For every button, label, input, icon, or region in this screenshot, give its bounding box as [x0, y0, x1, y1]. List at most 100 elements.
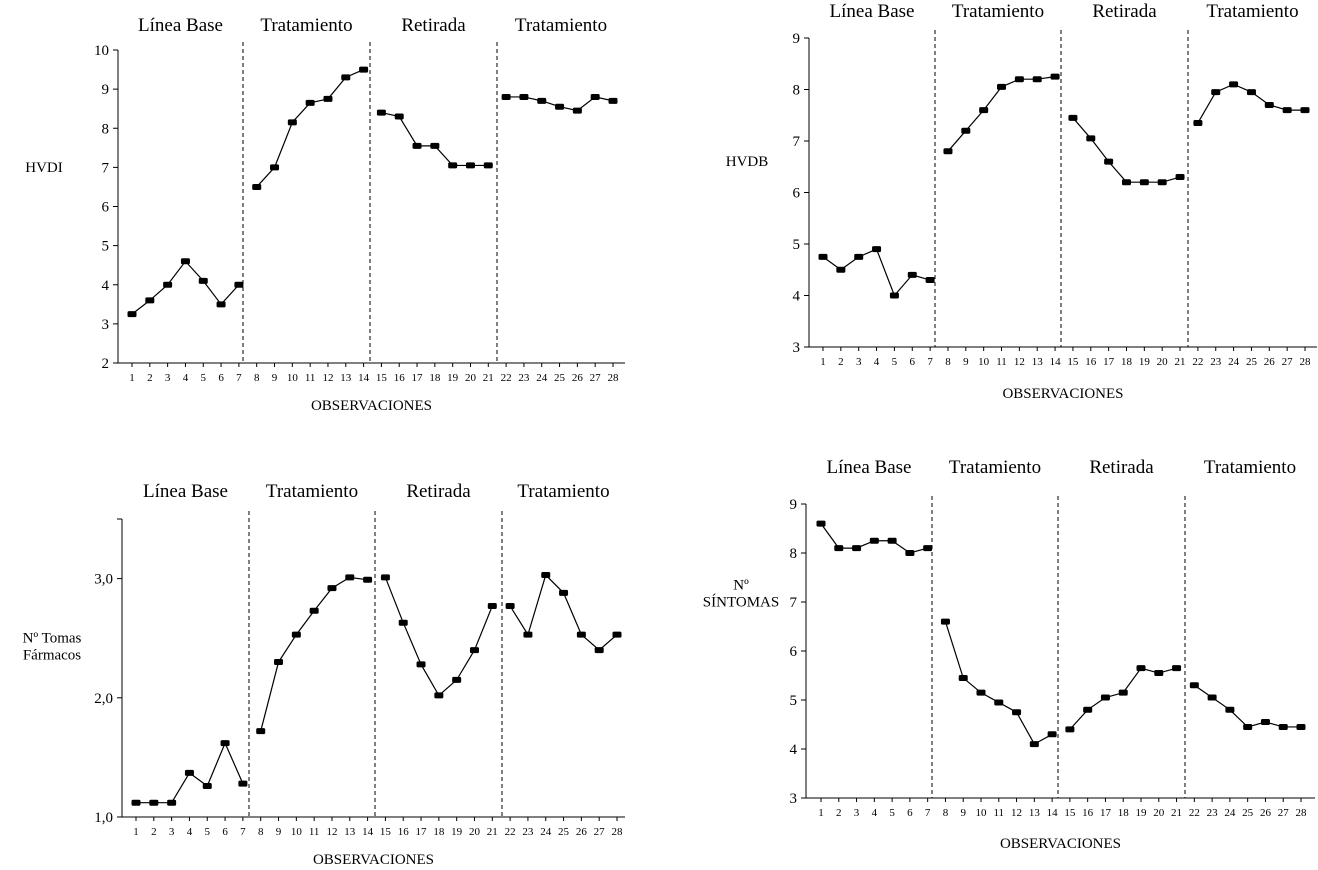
data-point [852, 545, 862, 552]
x-tick-label: 5 [205, 826, 211, 838]
x-tick-label: 7 [240, 826, 246, 838]
phase-label: Retirada [1089, 457, 1154, 478]
x-tick-label: 12 [1011, 807, 1022, 819]
series-line-phase-3 [381, 112, 489, 167]
data-point [872, 246, 882, 253]
data-point [430, 142, 440, 149]
data-point [341, 74, 351, 81]
y-tick-label: 5 [790, 693, 798, 709]
data-point [519, 93, 529, 100]
series-line-phase-3 [1069, 667, 1177, 730]
y-axis-title: HVDI [25, 160, 63, 176]
data-point [305, 99, 315, 106]
data-point [1104, 158, 1114, 165]
x-tick-label: 3 [856, 356, 862, 368]
x-axis-title: OBSERVACIONES [1000, 836, 1121, 852]
y-tick-label: 6 [793, 186, 801, 202]
data-point [559, 589, 569, 596]
data-point [1211, 89, 1221, 96]
data-point [907, 271, 917, 278]
x-tick-label: 18 [1118, 807, 1130, 819]
x-tick-label: 26 [1264, 356, 1276, 368]
x-tick-label: 15 [380, 826, 392, 838]
data-point [816, 520, 826, 527]
x-tick-label: 24 [1224, 807, 1236, 819]
x-tick-label: 6 [910, 356, 916, 368]
x-tick-label: 21 [487, 826, 498, 838]
data-point [1300, 107, 1310, 114]
x-tick-label: 20 [1157, 356, 1169, 368]
y-tick-label: 8 [793, 83, 801, 99]
data-point [555, 103, 565, 110]
x-tick-label: 10 [291, 826, 303, 838]
data-point [145, 297, 155, 304]
x-tick-label: 8 [943, 807, 949, 819]
x-tick-label: 23 [1210, 356, 1222, 368]
x-tick-label: 7 [236, 372, 242, 384]
data-point [923, 545, 933, 552]
data-point [501, 93, 511, 100]
data-point [469, 647, 479, 654]
data-point [163, 281, 173, 288]
data-point [1172, 665, 1182, 672]
data-point [359, 66, 369, 73]
data-point [572, 107, 582, 114]
x-tick-label: 8 [254, 372, 260, 384]
x-axis-title: OBSERVACIONES [311, 398, 432, 414]
x-tick-label: 6 [222, 826, 228, 838]
data-point [1083, 706, 1093, 713]
x-tick-label: 25 [558, 826, 570, 838]
x-tick-label: 5 [892, 356, 898, 368]
data-point [887, 537, 897, 544]
data-point [961, 127, 971, 134]
y-tick-label: 8 [102, 121, 110, 137]
data-point [1136, 665, 1146, 672]
x-tick-label: 21 [483, 372, 494, 384]
data-point [394, 113, 404, 120]
x-tick-label: 25 [1246, 356, 1258, 368]
data-point [345, 574, 355, 581]
y-tick-label: 4 [793, 289, 801, 305]
data-point [131, 799, 141, 806]
data-point [1243, 723, 1253, 730]
data-point [1225, 706, 1235, 713]
y-axis-title: SÍNTOMAS [703, 594, 779, 611]
x-tick-label: 4 [874, 356, 880, 368]
x-tick-label: 27 [1278, 807, 1290, 819]
phase-label: Tratamiento [1206, 1, 1298, 22]
phase-label: Línea Base [830, 1, 915, 22]
x-axis-title: OBSERVACIONES [313, 852, 434, 868]
data-point [979, 107, 989, 114]
data-point [1068, 114, 1078, 121]
x-tick-label: 24 [536, 372, 548, 384]
data-point [220, 740, 230, 747]
data-point [576, 631, 586, 638]
data-point [309, 607, 319, 614]
x-tick-label: 15 [376, 372, 388, 384]
series-line-phase-4 [509, 573, 618, 651]
data-point [487, 603, 497, 610]
x-tick-label: 17 [416, 826, 428, 838]
phase-label: Tratamiento [266, 481, 358, 502]
x-tick-label: 2 [147, 372, 153, 384]
x-tick-label: 27 [1282, 356, 1294, 368]
data-point [1175, 174, 1185, 181]
x-tick-label: 15 [1067, 356, 1079, 368]
data-point [905, 550, 915, 556]
y-tick-label: 6 [102, 200, 110, 216]
data-point [1278, 723, 1288, 730]
x-tick-label: 27 [590, 372, 602, 384]
y-tick-label: 3 [790, 791, 798, 807]
x-tick-label: 27 [594, 826, 606, 838]
data-point [1012, 709, 1022, 716]
x-tick-label: 13 [1032, 356, 1044, 368]
x-tick-label: 23 [1207, 807, 1219, 819]
y-tick-label: 3,0 [94, 572, 113, 588]
x-tick-label: 11 [305, 372, 316, 384]
x-tick-label: 9 [963, 356, 969, 368]
x-tick-label: 26 [1260, 807, 1272, 819]
series-line-phase-2 [944, 621, 1053, 745]
y-tick-label: 2,0 [94, 691, 113, 707]
